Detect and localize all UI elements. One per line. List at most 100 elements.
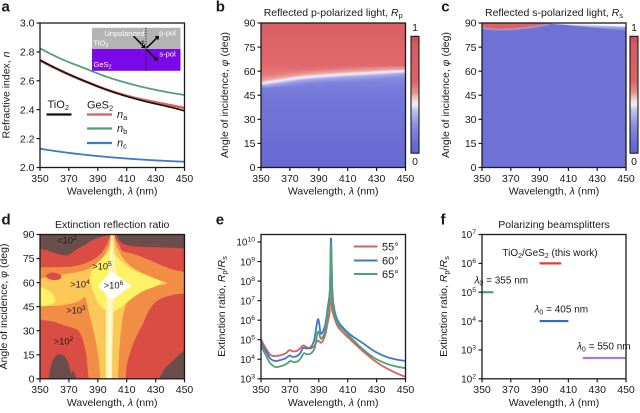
- svg-text:390: 390: [89, 384, 107, 396]
- svg-text:60°: 60°: [382, 255, 399, 267]
- svg-text:Reflected p-polarized light, R: Reflected p-polarized light, Rp: [264, 7, 403, 20]
- svg-text:55°: 55°: [382, 241, 399, 253]
- svg-text:e: e: [216, 212, 224, 229]
- svg-text:430: 430: [368, 173, 386, 185]
- svg-text:>105: >105: [92, 261, 112, 271]
- svg-text:TiO2: TiO2: [94, 39, 109, 50]
- svg-text:Refractive index, n: Refractive index, n: [1, 51, 13, 138]
- svg-text:390: 390: [531, 384, 549, 396]
- svg-text:350: 350: [31, 173, 49, 185]
- svg-text:Extinction ratio, Rp/Rs: Extinction ratio, Rp/Rs: [216, 256, 229, 357]
- svg-text:λ0 = 550 nm: λ0 = 550 nm: [576, 342, 631, 354]
- svg-text:90: 90: [465, 18, 477, 30]
- svg-text:Extinction ratio, Rp/Rs: Extinction ratio, Rp/Rs: [438, 256, 451, 357]
- svg-text:0: 0: [250, 162, 256, 174]
- svg-text:450: 450: [397, 173, 415, 185]
- svg-text:60: 60: [244, 66, 256, 78]
- svg-text:350: 350: [473, 384, 491, 396]
- svg-text:d: d: [2, 212, 11, 229]
- svg-text:0: 0: [471, 162, 477, 174]
- svg-text:450: 450: [176, 173, 194, 185]
- svg-text:410: 410: [118, 384, 136, 396]
- svg-text:410: 410: [560, 173, 578, 185]
- svg-text:450: 450: [176, 384, 194, 396]
- svg-text:f: f: [441, 212, 447, 229]
- svg-text:na: na: [117, 109, 128, 122]
- svg-text:>102: >102: [54, 336, 74, 346]
- svg-text:3.0: 3.0: [20, 18, 35, 30]
- svg-text:1: 1: [412, 22, 418, 34]
- svg-text:45: 45: [244, 90, 256, 102]
- svg-text:15: 15: [23, 349, 35, 361]
- svg-text:TiO2: TiO2: [48, 99, 70, 112]
- svg-text:nb: nb: [117, 123, 127, 136]
- svg-text:30: 30: [23, 325, 35, 337]
- svg-text:390: 390: [531, 173, 549, 185]
- svg-text:410: 410: [339, 173, 357, 185]
- svg-text:1: 1: [631, 22, 637, 34]
- svg-text:45: 45: [23, 301, 35, 313]
- svg-text:<102: <102: [57, 235, 77, 245]
- svg-text:Angle of incidence, φ (deg): Angle of incidence, φ (deg): [440, 32, 452, 158]
- svg-text:350: 350: [252, 384, 270, 396]
- svg-text:410: 410: [560, 384, 578, 396]
- svg-text:430: 430: [147, 384, 165, 396]
- svg-text:370: 370: [502, 384, 520, 396]
- svg-text:370: 370: [60, 173, 78, 185]
- svg-text:>104: >104: [70, 279, 90, 289]
- svg-text:Wavelength, λ (nm): Wavelength, λ (nm): [67, 186, 158, 198]
- svg-text:>103: >103: [66, 305, 86, 315]
- svg-text:370: 370: [502, 173, 520, 185]
- svg-text:90: 90: [244, 18, 256, 30]
- svg-text:350: 350: [31, 384, 49, 396]
- svg-text:410: 410: [339, 384, 357, 396]
- svg-text:45: 45: [465, 90, 477, 102]
- svg-text:15: 15: [244, 138, 256, 150]
- svg-text:λ0 = 405 nm: λ0 = 405 nm: [534, 305, 589, 317]
- svg-text:450: 450: [617, 173, 635, 185]
- svg-text:GeS2: GeS2: [94, 60, 112, 71]
- svg-text:60: 60: [23, 277, 35, 289]
- svg-text:2.6: 2.6: [20, 76, 35, 88]
- svg-text:350: 350: [252, 173, 270, 185]
- svg-text:TiO2/GeS2 (this work): TiO2/GeS2 (this work): [502, 248, 597, 260]
- svg-text:2.0: 2.0: [20, 162, 35, 174]
- svg-text:430: 430: [588, 384, 606, 396]
- svg-text:2.4: 2.4: [20, 104, 35, 116]
- svg-text:410: 410: [118, 173, 136, 185]
- svg-text:30: 30: [465, 114, 477, 126]
- svg-text:Wavelength, λ (nm): Wavelength, λ (nm): [509, 397, 600, 409]
- svg-text:65°: 65°: [382, 269, 399, 281]
- svg-text:60: 60: [465, 66, 477, 78]
- svg-text:Angle of incidence, φ (deg): Angle of incidence, φ (deg): [0, 244, 10, 370]
- svg-text:2.2: 2.2: [20, 133, 35, 145]
- svg-text:75: 75: [23, 253, 35, 265]
- svg-text:75: 75: [465, 42, 477, 54]
- svg-text:0: 0: [29, 374, 35, 386]
- svg-text:90: 90: [23, 229, 35, 241]
- svg-text:c: c: [441, 0, 449, 16]
- svg-text:390: 390: [310, 384, 328, 396]
- svg-text:390: 390: [310, 173, 328, 185]
- svg-text:φ: φ: [140, 39, 145, 46]
- svg-text:370: 370: [60, 384, 78, 396]
- svg-text:Unpolarized: Unpolarized: [104, 29, 144, 38]
- svg-text:370: 370: [281, 384, 299, 396]
- svg-text:Reflected s-polarized light, R: Reflected s-polarized light, Rs: [485, 7, 623, 20]
- svg-text:30: 30: [244, 114, 256, 126]
- svg-text:15: 15: [465, 138, 477, 150]
- svg-text:450: 450: [397, 384, 415, 396]
- svg-text:s-pol: s-pol: [159, 49, 176, 58]
- svg-text:Wavelength, λ (nm): Wavelength, λ (nm): [288, 186, 379, 198]
- svg-text:GeS2: GeS2: [87, 100, 113, 113]
- svg-text:Extinction reflection ratio: Extinction reflection ratio: [55, 219, 170, 231]
- svg-text:2.8: 2.8: [20, 47, 35, 59]
- svg-text:nc: nc: [117, 138, 127, 151]
- svg-text:430: 430: [368, 384, 386, 396]
- svg-text:0: 0: [631, 156, 637, 168]
- svg-text:390: 390: [89, 173, 107, 185]
- svg-text:450: 450: [617, 384, 635, 396]
- svg-text:Angle of incidence, φ (deg): Angle of incidence, φ (deg): [219, 32, 231, 158]
- svg-text:b: b: [216, 0, 225, 16]
- svg-text:a: a: [2, 0, 11, 16]
